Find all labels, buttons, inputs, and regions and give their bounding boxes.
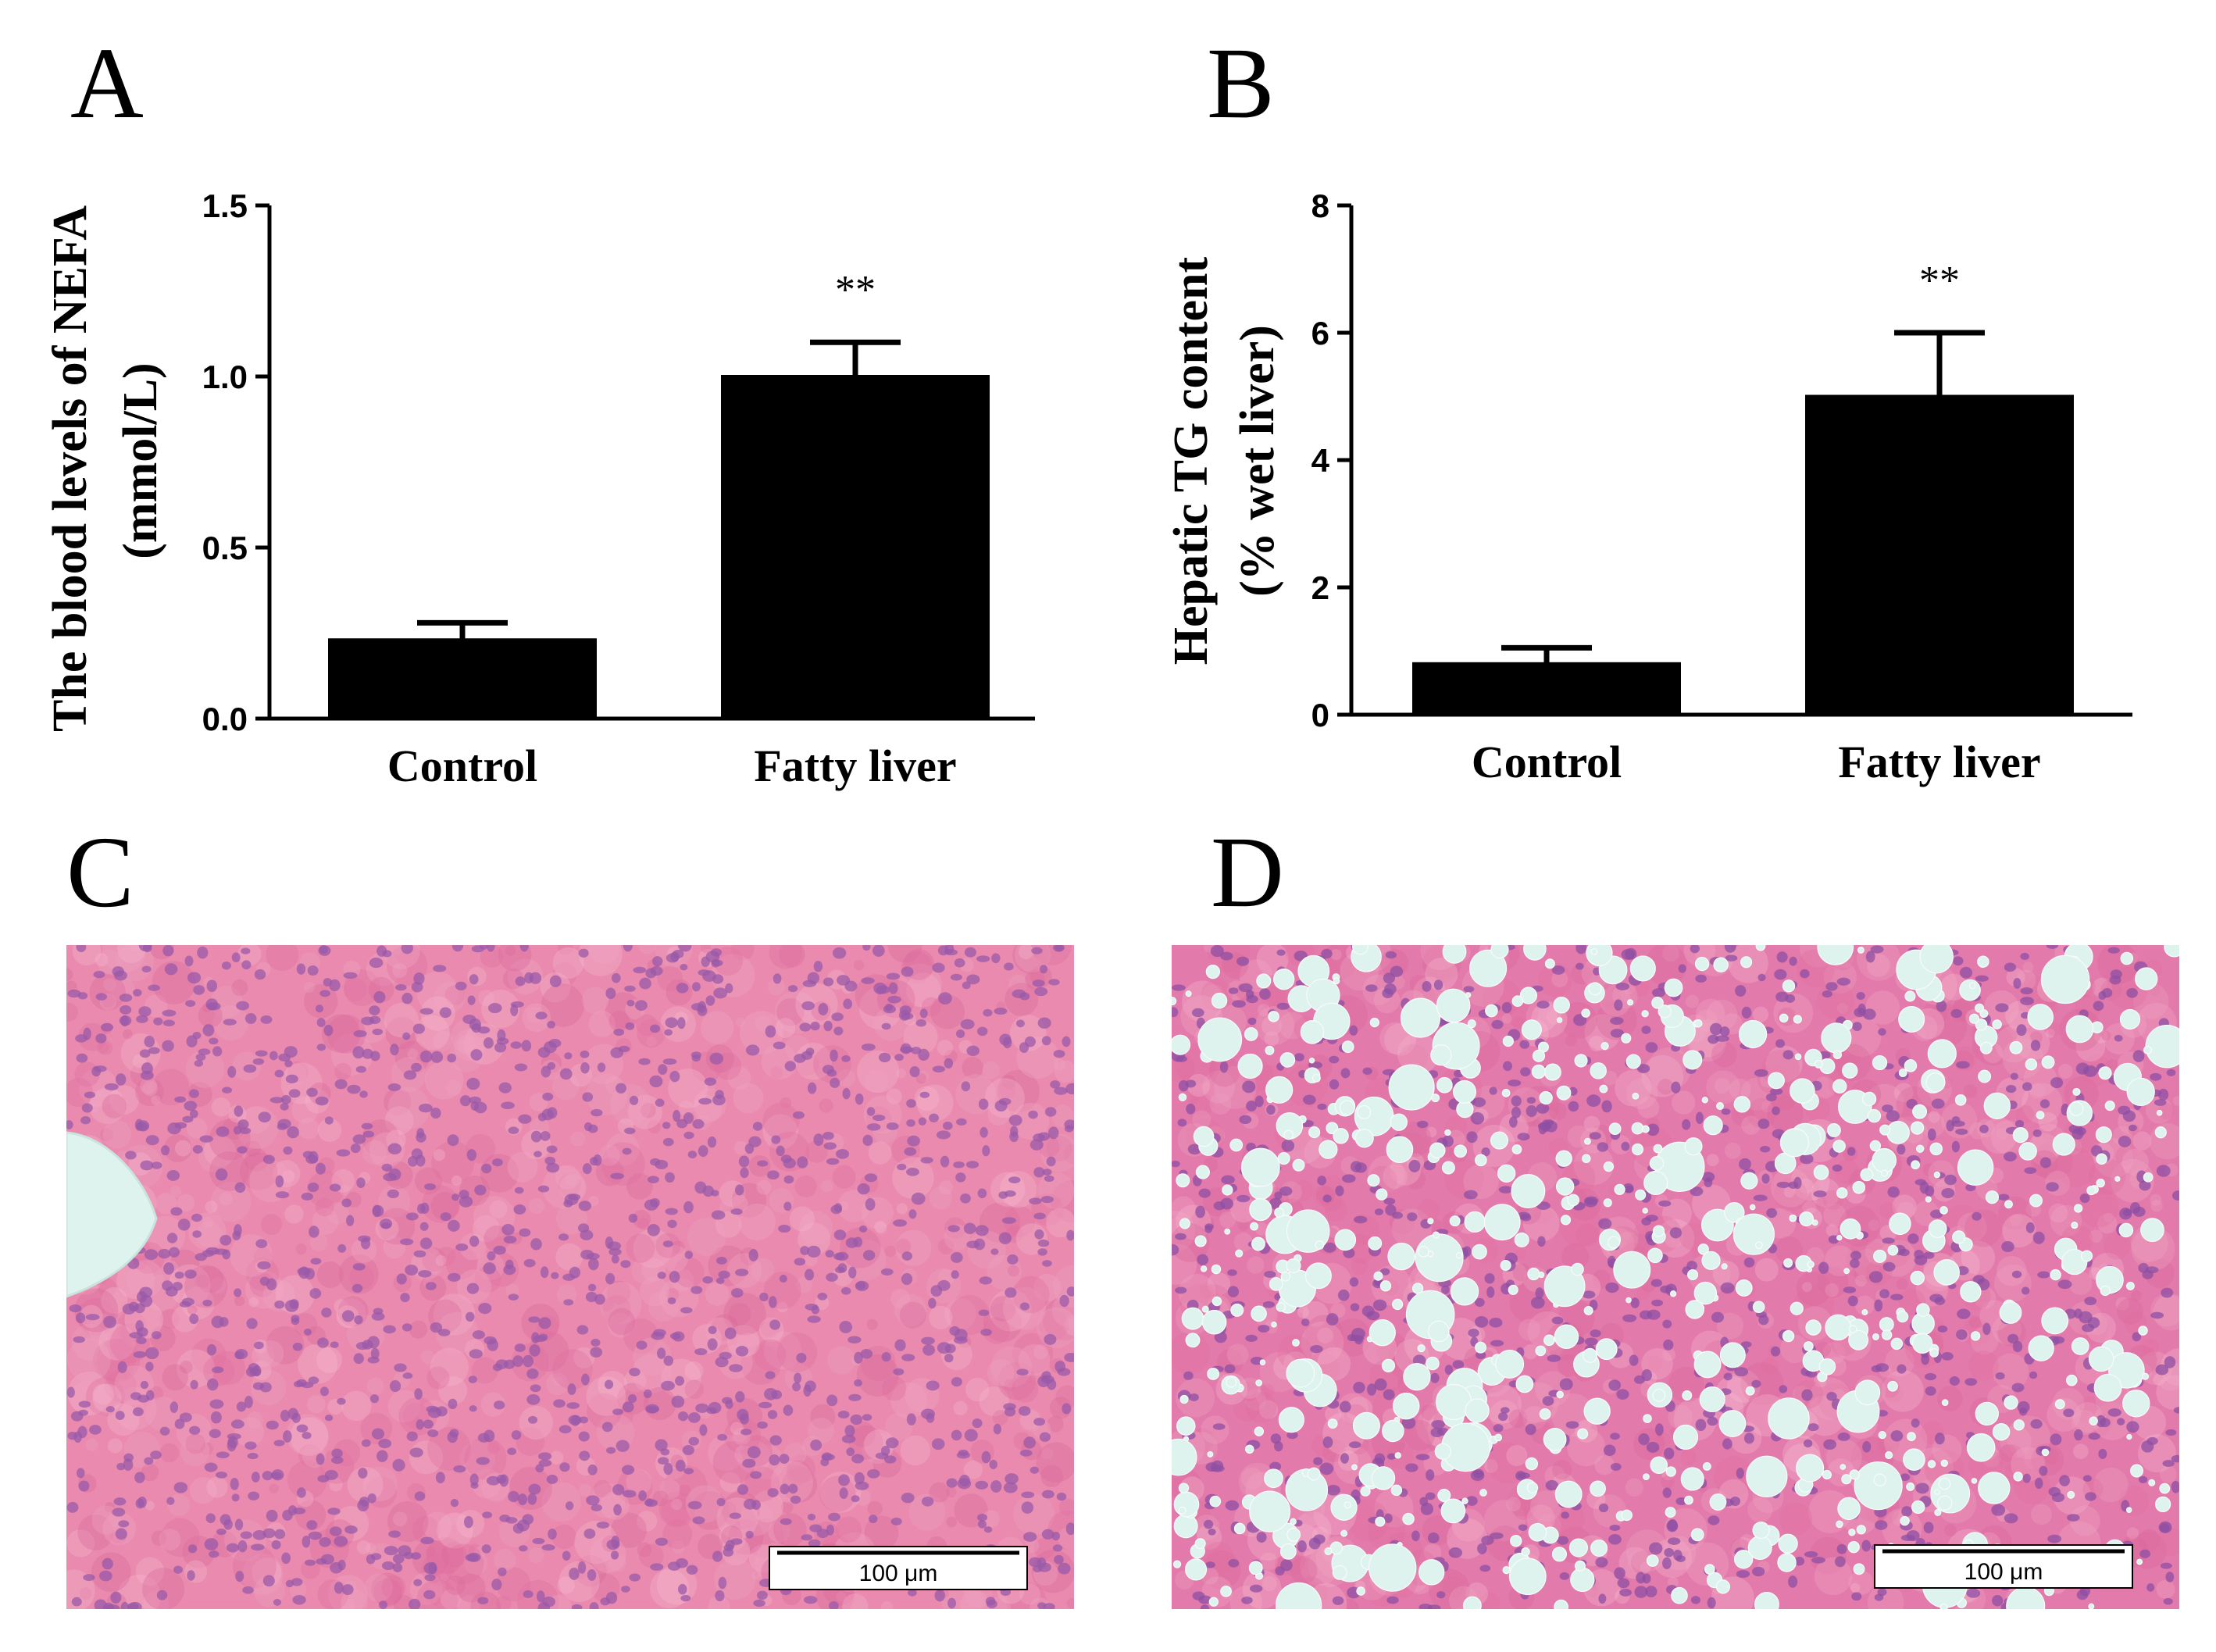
x-category-label: Fatty liver [754,740,956,791]
bar-0 [328,638,597,721]
panel-label-b: B [1207,27,1275,140]
chart-a: 0.0 0.5 1.0 1.5 Control Fatty liver ** The blo… [44,187,1035,791]
x-category-label: Control [387,740,537,791]
panel-label-a: A [70,27,144,140]
chart-b-marks: 0 2 4 6 8 Control Fatty liver ** [1311,187,2132,787]
significance-marker: ** [835,268,876,312]
x-category-label: Fatty liver [1838,737,2040,787]
y-tick-label: 6 [1311,315,1329,351]
x-category-label: Control [1472,737,1622,787]
chart-b: 0 2 4 6 8 Control Fatty liver ** Hepatic TG con… [1165,187,2132,787]
histology-image-fatty-liver: 100 μm [1172,945,2179,1609]
scale-bar: 100 μm [769,1546,1028,1590]
bar-1 [721,375,990,720]
chart-b-ylabel-line2: (% wet liver) [1231,325,1284,597]
chart-b-ylabel-line1: Hepatic TG content [1165,256,1218,665]
panel-label-c: C [66,816,134,929]
y-tick-label: 4 [1311,442,1330,479]
bar-1 [1805,394,2074,716]
lipid-droplets-layer [1172,945,2179,1609]
y-tick-label: 1.0 [202,359,248,395]
y-tick-label: 8 [1311,187,1329,224]
y-tick-label: 0 [1311,697,1329,733]
bar-0 [1412,662,1681,716]
y-tick-label: 1.5 [202,187,248,224]
histology-image-control: 100 μm [66,945,1074,1609]
y-tick-label: 0.0 [202,701,248,737]
y-tick-label: 2 [1311,569,1329,606]
significance-marker: ** [1919,259,1960,303]
panel-label-d: D [1211,816,1284,929]
chart-a-marks: 0.0 0.5 1.0 1.5 Control Fatty liver ** [202,187,1035,791]
nuclei-layer [66,945,1074,1609]
chart-a-ylabel-line2: (mmol/L) [114,362,167,558]
chart-a-ylabel-line1: The blood levels of NEFA [44,205,97,732]
scale-bar: 100 μm [1874,1544,2133,1589]
central-vein [66,1131,158,1298]
scale-bar-label: 100 μm [1964,1559,2043,1585]
scale-bar-label: 100 μm [859,1561,938,1586]
y-tick-label: 0.5 [202,530,248,566]
